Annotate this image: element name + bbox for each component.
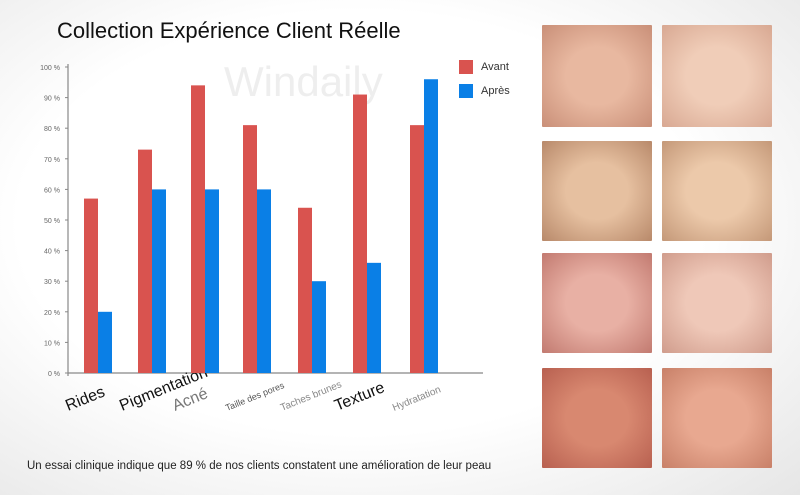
photo-apres — [662, 368, 772, 468]
bar-apres — [152, 189, 166, 373]
bar-apres — [205, 189, 219, 373]
chart-title: Collection Expérience Client Réelle — [57, 18, 401, 43]
photo-avant — [542, 141, 652, 241]
photo-avant — [542, 368, 652, 468]
y-tick-label: 30 % — [44, 279, 60, 286]
legend-swatch-avant — [459, 60, 473, 74]
y-tick-label: 40 % — [44, 249, 60, 256]
y-tick-label: 90 % — [44, 96, 60, 103]
x-tick-label: Hydratation — [391, 384, 443, 413]
y-tick-label: 10 % — [44, 340, 60, 347]
bar-apres — [424, 79, 438, 374]
bar-avant — [243, 125, 257, 373]
bar-avant — [84, 198, 98, 373]
photo-apres — [662, 141, 772, 241]
legend-label: Après — [481, 85, 510, 97]
bar-apres — [312, 281, 326, 373]
y-tick-label: 60 % — [44, 187, 60, 194]
photo-apres — [662, 25, 772, 127]
legend-label: Avant — [481, 61, 509, 73]
legend-swatch-apres — [459, 84, 473, 98]
y-tick-label: 20 % — [44, 310, 60, 317]
bar-apres — [98, 311, 112, 373]
photo-avant — [542, 25, 652, 127]
bar-avant — [191, 85, 205, 374]
footer-note: Un essai clinique indique que 89 % de no… — [27, 460, 492, 472]
photo-apres — [662, 253, 772, 353]
y-tick-label: 80 % — [44, 126, 60, 133]
legend-apres: Après — [459, 84, 510, 98]
bar-avant — [298, 207, 312, 373]
legend-avant: Avant — [459, 60, 509, 74]
photo-avant — [542, 253, 652, 353]
y-tick-label: 70 % — [44, 157, 60, 164]
x-tick-label: Taches brunes — [279, 379, 343, 414]
y-tick-label: 50 % — [44, 218, 60, 225]
y-tick-label: 100 % — [40, 65, 60, 72]
x-tick-label: Taille des pores — [224, 380, 286, 413]
bar-avant — [410, 125, 424, 373]
bar-avant — [138, 149, 152, 373]
bar-apres — [367, 262, 381, 373]
bar-avant — [353, 94, 367, 373]
x-tick-label: Rides — [63, 384, 107, 415]
y-tick-label: 0 % — [48, 371, 60, 378]
bar-apres — [257, 189, 271, 373]
